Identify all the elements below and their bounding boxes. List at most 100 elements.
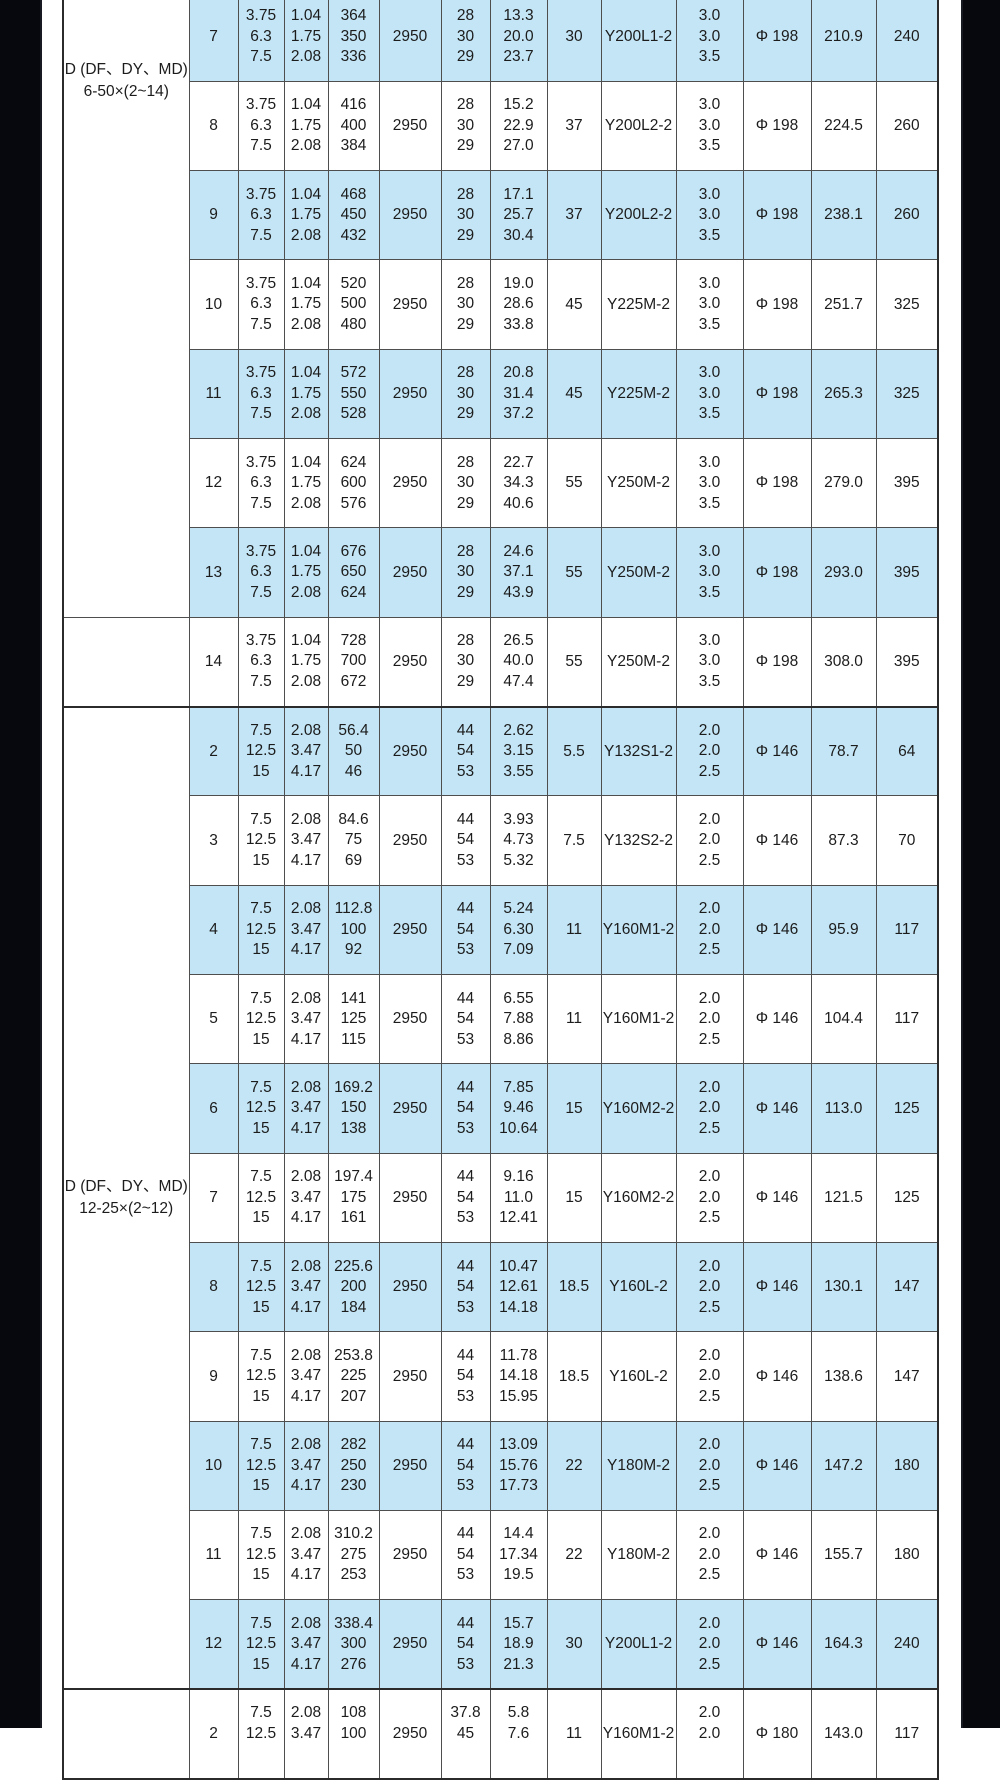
- value-line: 3.5: [698, 494, 721, 512]
- cell-motor-weight: 117: [875, 884, 939, 976]
- cell-motor-weight: 70: [875, 795, 939, 886]
- cell-flow-m3h: 7.5 12.5 15: [237, 974, 285, 1065]
- value-line: 37.2: [503, 405, 534, 423]
- value: 117: [894, 1724, 920, 1742]
- cell-motor-model: Y160M1-2: [600, 1688, 677, 1780]
- cell-pump-weight: 251.7: [810, 259, 877, 350]
- value: 395: [893, 474, 920, 492]
- value-line: 1.04: [290, 453, 322, 471]
- value: 7: [209, 27, 218, 45]
- cell-head-m: 197.4 175 161: [327, 1152, 380, 1244]
- cell-impeller-diameter: Φ 146: [742, 1510, 812, 1601]
- value-line: 4.17: [290, 1387, 322, 1405]
- value: 11: [565, 920, 583, 938]
- value-line: 29: [456, 405, 475, 423]
- cell-motor-model: Y160M2-2: [600, 1152, 677, 1244]
- value-line: 15.7: [503, 1614, 534, 1632]
- value-line: 53: [456, 1566, 475, 1584]
- cell-motor-power-kw: 55: [546, 438, 602, 529]
- value: 260: [893, 116, 920, 134]
- cell-motor-power-kw: 11: [546, 974, 602, 1065]
- value-line: 28: [456, 364, 475, 382]
- value-line: 1.75: [290, 295, 322, 313]
- value-line: 56.4: [338, 721, 369, 739]
- value-line: 4.17: [290, 851, 322, 869]
- cell-flow-ls: 2.08 3.47 4.17: [283, 884, 329, 976]
- cell-efficiency: 44 54 53: [440, 1063, 491, 1154]
- value-line: 17.34: [499, 1545, 538, 1563]
- value-line: 1.75: [290, 563, 322, 581]
- cell-npsh-m: 3.0 3.0 3.5: [675, 170, 744, 261]
- cell-efficiency: 28 30 29: [440, 0, 491, 82]
- cell-npsh-m: 2.0 2.0 2.5: [675, 1152, 744, 1244]
- cell-shaft-power-kw: 13.09 15.76 17.73: [489, 1420, 548, 1512]
- value-line: 4.17: [290, 1298, 322, 1316]
- value-line: 1.75: [290, 474, 322, 492]
- value: 155.7: [824, 1546, 863, 1564]
- value-line: 3.47: [290, 1278, 322, 1295]
- value-line: 3.5: [698, 405, 721, 423]
- cell-motor-weight: 395: [875, 616, 939, 708]
- value: 164.3: [824, 1635, 863, 1653]
- value-line: 3.47: [290, 920, 322, 938]
- cell-impeller-diameter: Φ 146: [742, 1242, 812, 1333]
- cell-pump-weight: 78.7: [810, 705, 877, 797]
- value-line: 3.0: [698, 274, 721, 292]
- cell-impeller-diameter: Φ 198: [742, 80, 812, 172]
- value-line: 37.8: [450, 1704, 481, 1722]
- value-line: 3.15: [503, 742, 534, 760]
- value-line: 25.7: [503, 206, 534, 224]
- value-line: 53: [456, 1030, 475, 1048]
- value-line: 2.0: [698, 1704, 721, 1722]
- value-line: 338.4: [334, 1614, 373, 1632]
- value-line: 3.47: [290, 1367, 322, 1385]
- value-line: 2.62: [503, 721, 534, 739]
- value-line: 53: [456, 851, 475, 869]
- value-line: 9.46: [503, 1099, 534, 1117]
- value-line: 2.0: [698, 1278, 721, 1295]
- value: Φ 146: [755, 1188, 799, 1206]
- cell-shaft-power-kw: 13.3 20.0 23.7: [489, 0, 548, 82]
- table-row: 5 7.5 12.5 15 2.08 3.47 4.17 141 125 115 2950 44 54 5…: [63, 974, 939, 1065]
- value-line: 54: [456, 831, 475, 849]
- value-line: 53: [456, 762, 475, 780]
- value-line: 230: [340, 1477, 367, 1495]
- value-line: 2.0: [698, 1525, 721, 1543]
- value-line: 22.9: [503, 116, 534, 134]
- value-line: 46: [344, 762, 363, 780]
- cell-impeller-diameter: Φ 146: [742, 884, 812, 976]
- cell-efficiency: 44 54 53: [440, 1420, 491, 1512]
- value-line: 2.08: [290, 721, 322, 739]
- cell-npsh-m: 2.0 2.0 2.5: [675, 884, 744, 976]
- cell-efficiency: 37.8 45: [440, 1688, 491, 1780]
- model-label-empty: [62, 616, 190, 708]
- value-line: 44: [456, 1078, 475, 1096]
- cell-motor-weight: 240: [875, 1599, 939, 1690]
- value-line: 3.75: [245, 453, 277, 471]
- cell-flow-m3h: 3.75 6.3 7.5: [237, 438, 285, 529]
- cell-speed-rpm: 2950: [378, 170, 442, 261]
- value: 2950: [392, 1635, 428, 1653]
- value: 2950: [392, 1724, 428, 1742]
- cell-pump-weight: 210.9: [810, 0, 877, 82]
- cell-motor-model: Y160L-2: [600, 1242, 677, 1333]
- value-line: 115: [341, 1030, 366, 1048]
- value-line: 3.5: [698, 672, 721, 690]
- value-line: 40.0: [503, 652, 534, 670]
- value-line: 150: [340, 1099, 367, 1117]
- cell-head-m: 338.4 300 276: [327, 1599, 380, 1690]
- table-row: 4 7.5 12.5 15 2.08 3.47 4.17 112.8 100 92 2950 44 54…: [63, 884, 939, 976]
- value-line: 169.2: [334, 1078, 373, 1096]
- cell-flow-m3h: 7.5 12.5 15: [237, 795, 285, 886]
- cell-speed-rpm: 2950: [378, 705, 442, 797]
- value-line: 47.4: [503, 672, 534, 690]
- value-line: 7.88: [503, 1010, 534, 1028]
- cell-pump-weight: 138.6: [810, 1331, 877, 1422]
- value-line: 2.08: [290, 1168, 322, 1186]
- cell-stage-count: 7: [188, 0, 239, 82]
- value-line: 4.17: [290, 1209, 322, 1227]
- value: Φ 146: [755, 1010, 799, 1028]
- model-label: D (DF、DY、MD) 6-50×(2~14): [62, 0, 190, 618]
- cell-impeller-diameter: Φ 198: [742, 259, 812, 350]
- value: 8: [209, 116, 218, 134]
